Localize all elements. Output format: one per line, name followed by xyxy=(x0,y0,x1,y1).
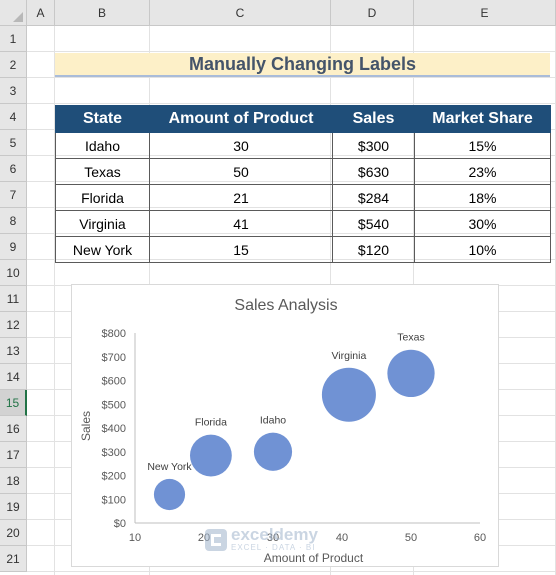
column-header-A[interactable]: A xyxy=(27,0,55,26)
watermark-name: exceldemy xyxy=(231,525,318,544)
sheet-title: Manually Changing Labels xyxy=(55,53,550,77)
table-cell[interactable]: $540 xyxy=(332,210,415,237)
row-header-18[interactable]: 18 xyxy=(0,468,27,494)
table-cell[interactable]: $630 xyxy=(332,158,415,185)
gridline xyxy=(54,26,55,575)
table-cell[interactable]: Florida xyxy=(55,184,150,211)
row-header-19[interactable]: 19 xyxy=(0,494,27,520)
table-row: New York 15 $120 10% xyxy=(55,236,551,263)
table-cell[interactable]: 15% xyxy=(414,132,551,159)
watermark: exceldemy EXCEL · DATA · BI xyxy=(205,525,318,552)
y-tick-label: $300 xyxy=(102,447,126,459)
table-cell[interactable]: 21 xyxy=(149,184,333,211)
table-row: Texas 50 $630 23% xyxy=(55,158,551,185)
row-header-1[interactable]: 1 xyxy=(0,26,27,52)
data-label: Texas xyxy=(397,332,424,344)
row-header-9[interactable]: 9 xyxy=(0,234,27,260)
table-row: Florida 21 $284 18% xyxy=(55,184,551,211)
table-header-2[interactable]: Sales xyxy=(332,105,415,133)
table-cell[interactable]: 15 xyxy=(149,236,333,263)
table-cell[interactable]: 41 xyxy=(149,210,333,237)
table-cell[interactable]: Idaho xyxy=(55,132,150,159)
bubble-florida xyxy=(189,434,232,477)
table-cell[interactable]: 10% xyxy=(414,236,551,263)
y-tick-label: $500 xyxy=(102,399,126,411)
x-tick-label: 40 xyxy=(336,532,348,544)
bubble-texas xyxy=(387,349,435,398)
chart-svg: Sales Analysis $0 $100 $200 $300 $400 $500 $600… xyxy=(79,297,486,565)
y-tick-label: $700 xyxy=(102,352,126,364)
bubble-chart[interactable]: Sales Analysis $0 $100 $200 $300 $400 $500 $600… xyxy=(71,284,499,567)
gridline xyxy=(27,77,556,78)
table-header-3[interactable]: Market Share xyxy=(414,105,551,133)
row-header-12[interactable]: 12 xyxy=(0,312,27,338)
table-cell[interactable]: 23% xyxy=(414,158,551,185)
column-header-E[interactable]: E xyxy=(414,0,556,26)
x-tick-label: 10 xyxy=(129,532,141,544)
y-tick-label: $400 xyxy=(102,423,126,435)
y-tick-label: $600 xyxy=(102,376,126,388)
row-header-7[interactable]: 7 xyxy=(0,182,27,208)
table-cell[interactable]: $120 xyxy=(332,236,415,263)
table-cell[interactable]: Virginia xyxy=(55,210,150,237)
gridline xyxy=(27,51,556,52)
data-label: New York xyxy=(147,461,192,473)
row-header-16[interactable]: 16 xyxy=(0,416,27,442)
y-tick-label: $200 xyxy=(102,471,126,483)
gridline xyxy=(27,571,556,572)
row-header-14[interactable]: 14 xyxy=(0,364,27,390)
table-cell[interactable]: 50 xyxy=(149,158,333,185)
row-header-20[interactable]: 20 xyxy=(0,520,27,546)
row-header-5[interactable]: 5 xyxy=(0,130,27,156)
row-header-11[interactable]: 11 xyxy=(0,286,27,312)
row-header-10[interactable]: 10 xyxy=(0,260,27,286)
y-tick-label: $100 xyxy=(102,494,126,506)
bubble-idaho xyxy=(253,432,293,471)
table-header-1[interactable]: Amount of Product xyxy=(149,105,333,133)
data-label: Florida xyxy=(195,417,227,429)
row-header-21[interactable]: 21 xyxy=(0,546,27,572)
table-cell[interactable]: 30% xyxy=(414,210,551,237)
table-row: Virginia 41 $540 30% xyxy=(55,210,551,237)
x-tick-label: 30 xyxy=(267,532,279,544)
column-header-C[interactable]: C xyxy=(150,0,331,26)
row-header-3[interactable]: 3 xyxy=(0,78,27,104)
row-header-4[interactable]: 4 xyxy=(0,104,27,130)
x-tick-label: 50 xyxy=(405,532,417,544)
row-header-2[interactable]: 2 xyxy=(0,52,27,78)
column-header-D[interactable]: D xyxy=(331,0,414,26)
row-header-15[interactable]: 15 xyxy=(0,390,27,416)
y-axis-title: Sales xyxy=(79,411,93,441)
data-label: Virginia xyxy=(331,350,366,362)
table-cell[interactable]: $300 xyxy=(332,132,415,159)
table-header-0[interactable]: State xyxy=(55,105,150,133)
bubble-new-york xyxy=(153,478,186,511)
table-cell[interactable]: New York xyxy=(55,236,150,263)
table-cell[interactable]: $284 xyxy=(332,184,415,211)
y-tick-label: $0 xyxy=(114,518,126,530)
bubble-virginia xyxy=(321,367,376,422)
table-cell[interactable]: 18% xyxy=(414,184,551,211)
x-tick-label: 60 xyxy=(474,532,486,544)
chart-title: Sales Analysis xyxy=(234,297,337,314)
y-tick-label: $800 xyxy=(102,328,126,340)
column-header-B[interactable]: B xyxy=(55,0,150,26)
exceldemy-logo-icon xyxy=(205,528,227,551)
select-all-corner[interactable] xyxy=(0,0,27,26)
table-cell[interactable]: Texas xyxy=(55,158,150,185)
gridline xyxy=(27,103,556,104)
watermark-tagline: EXCEL · DATA · BI xyxy=(231,543,316,552)
table-row: Idaho 30 $300 15% xyxy=(55,132,551,159)
row-header-13[interactable]: 13 xyxy=(0,338,27,364)
row-header-6[interactable]: 6 xyxy=(0,156,27,182)
x-axis-title: Amount of Product xyxy=(264,551,364,565)
row-header-8[interactable]: 8 xyxy=(0,208,27,234)
data-label: Idaho xyxy=(260,415,286,427)
table-cell[interactable]: 30 xyxy=(149,132,333,159)
row-header-17[interactable]: 17 xyxy=(0,442,27,468)
data-table: State Amount of Product Sales Market Share … xyxy=(55,105,551,263)
